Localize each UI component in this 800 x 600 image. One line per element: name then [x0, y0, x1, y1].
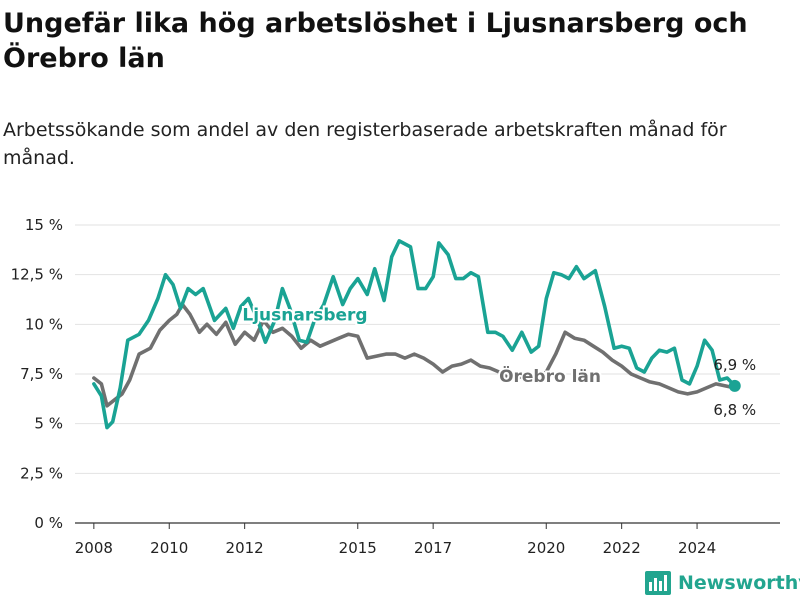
series-line-orebro-lan — [92, 302, 737, 408]
end-value-label: 6,8 % — [713, 401, 756, 419]
series-label-orebro-lan: Örebro län — [499, 365, 601, 387]
x-tick-label: 2012 — [226, 539, 264, 557]
y-tick-label: 7,5 % — [20, 365, 63, 383]
end-value-label: 6,9 % — [713, 356, 756, 374]
y-tick-label: 0 % — [34, 514, 63, 532]
annotations: Ljusnarsberg Örebro län 6,9 % 6,8 % — [240, 303, 756, 419]
grid-lines — [75, 224, 780, 474]
x-tick-label: 2022 — [603, 539, 641, 557]
y-tick-label: 5 % — [34, 415, 63, 433]
x-tick-label: 2020 — [527, 539, 565, 557]
x-tick-label: 2017 — [414, 539, 452, 557]
end-point-marker — [728, 379, 741, 392]
series-lines — [92, 239, 737, 430]
x-tick-label: 2010 — [150, 539, 188, 557]
chart-title: Ungefär lika hög arbetslöshet i Ljusnars… — [3, 8, 748, 74]
bar-chart-logo-icon — [645, 571, 671, 595]
y-tick-label: 10 % — [25, 315, 63, 333]
series-label-ljusnarsberg: Ljusnarsberg — [242, 305, 367, 325]
axes: 0 % 2,5 % 5 % 7,5 % 10 % 12,5 % 15 % 2008 2010 20… — [11, 216, 780, 557]
y-tick-label: 2,5 % — [20, 464, 63, 482]
series-line-ljusnarsberg — [92, 239, 737, 430]
newsworthy-logo[interactable]: Newsworthy — [644, 566, 800, 600]
y-tick-label: 15 % — [25, 216, 63, 234]
x-tick-label: 2008 — [75, 539, 113, 557]
chart-subtitle: Arbetssökande som andel av den registerb… — [3, 119, 727, 169]
brand-name: Newsworthy — [678, 572, 800, 594]
x-tick-label: 2015 — [339, 539, 377, 557]
x-tick-label: 2024 — [678, 539, 716, 557]
y-tick-label: 12,5 % — [11, 266, 63, 284]
